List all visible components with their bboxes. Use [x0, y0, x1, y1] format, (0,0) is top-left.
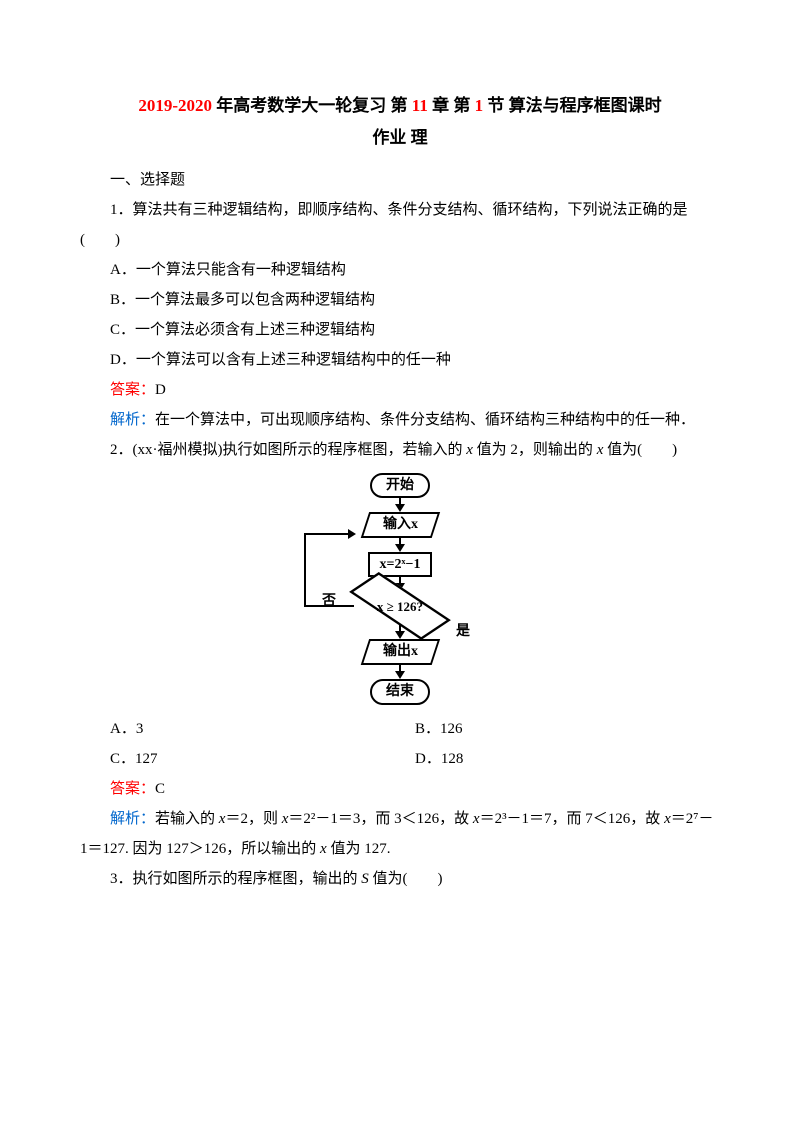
flow-loop-line — [304, 533, 354, 607]
flow-input: 输入x — [360, 512, 439, 538]
q2-flowchart: 开始 输入x x=2ˣ−1 否 x ≥ 126? 是 输出x 结束 — [80, 473, 720, 706]
flow-output: 输出x — [360, 639, 439, 665]
flow-end: 结束 — [370, 679, 430, 705]
q2-option-b: B．126 — [415, 714, 720, 744]
q2-analysis: 解析：若输入的 x＝2，则 x＝2²－1＝3，而 3＜126，故 x＝2³－1＝… — [80, 804, 720, 864]
flow-decision: x ≥ 126? — [352, 591, 448, 621]
q2-option-a: A．3 — [110, 714, 415, 744]
q2-option-d: D．128 — [415, 744, 720, 774]
document-page: 2019-2020 年高考数学大一轮复习 第 11 章 第 1 节 算法与程序框… — [0, 0, 800, 954]
q1-option-a: A．一个算法只能含有一种逻辑结构 — [80, 255, 720, 285]
flow-yes-label: 是 — [456, 625, 470, 639]
q3-stem: 3．执行如图所示的程序框图，输出的 S 值为( ) — [80, 864, 720, 894]
flow-start: 开始 — [370, 473, 430, 499]
q1-option-c: C．一个算法必须含有上述三种逻辑结构 — [80, 315, 720, 345]
page-title: 2019-2020 年高考数学大一轮复习 第 11 章 第 1 节 算法与程序框… — [80, 90, 720, 155]
q1-answer: 答案：D — [80, 375, 720, 405]
q1-stem: 1．算法共有三种逻辑结构，即顺序结构、条件分支结构、循环结构，下列说法正确的是(… — [80, 195, 720, 255]
q2-option-c: C．127 — [110, 744, 415, 774]
q2-options: A．3 B．126 — [110, 714, 720, 744]
section-heading: 一、选择题 — [80, 165, 720, 195]
q2-stem: 2．(xx·福州模拟)执行如图所示的程序框图，若输入的 x 值为 2，则输出的 … — [80, 435, 720, 465]
q2-answer: 答案：C — [80, 774, 720, 804]
title-year: 2019-2020 — [138, 96, 216, 115]
q1-analysis: 解析：在一个算法中，可出现顺序结构、条件分支结构、循环结构三种结构中的任一种． — [80, 405, 720, 435]
q1-option-b: B．一个算法最多可以包含两种逻辑结构 — [80, 285, 720, 315]
q1-option-d: D．一个算法可以含有上述三种逻辑结构中的任一种 — [80, 345, 720, 375]
